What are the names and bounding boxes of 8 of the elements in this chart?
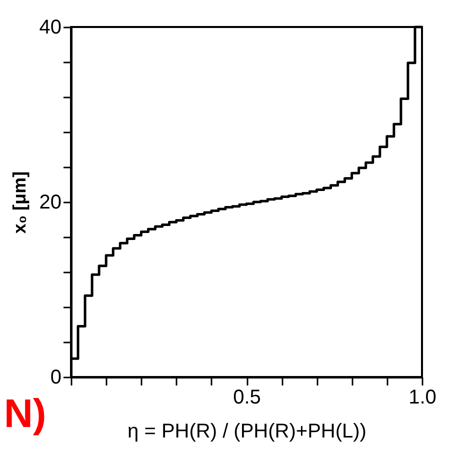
- x-tick-label: 1.0: [408, 386, 436, 408]
- y-axis-title: x₀ [μm]: [9, 171, 30, 234]
- y-tick-label: 0: [50, 366, 62, 388]
- x-axis-title: η = PH(R) / (PH(R)+PH(L)): [128, 420, 366, 442]
- y-tick-label: 20: [39, 192, 62, 214]
- x-tick-label: 0.5: [233, 386, 261, 408]
- y-tick-label: 40: [39, 16, 62, 38]
- text: N): [4, 392, 46, 437]
